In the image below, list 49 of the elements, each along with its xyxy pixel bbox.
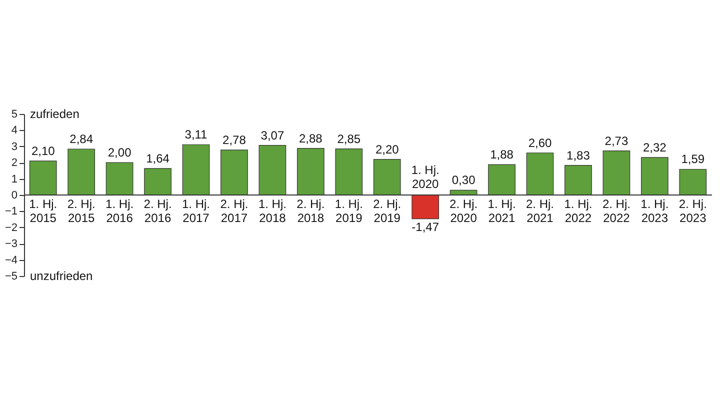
data-label: 1,59 <box>681 152 705 166</box>
y-tick-label: 2 <box>11 157 18 170</box>
data-label: 2,73 <box>604 134 628 148</box>
x-tick-label: 2. Hj. 2015 <box>67 197 96 225</box>
x-tick-label: 2. Hj. 2021 <box>526 197 554 225</box>
x-tick-label: 1. Hj. 2020 <box>411 163 440 191</box>
x-tick-label: 2. Hj. 2017 <box>220 197 248 225</box>
data-label: 2,60 <box>528 136 552 150</box>
data-label: 1,83 <box>566 148 590 162</box>
data-label: 3,11 <box>184 128 208 142</box>
x-tick-label: 1. Hj. 2017 <box>182 197 210 225</box>
x-tick-label: 1. Hj. 2023 <box>640 197 669 225</box>
x-tick-label: 2. Hj. 2019 <box>373 197 402 225</box>
x-tick-label: 2. Hj. 2023 <box>678 197 707 225</box>
data-label: 0,30 <box>452 173 476 188</box>
x-tick-label: 1. Hj. 2021 <box>488 197 516 225</box>
x-tick-label: 2. Hj. 2016 <box>144 197 172 225</box>
data-label: 2,32 <box>642 140 667 154</box>
data-label: 2,85 <box>337 132 361 146</box>
annotation: zufrieden <box>30 107 80 121</box>
x-tick-label: 1. Hj. 2016 <box>106 197 134 225</box>
y-tick-label: 3 <box>11 140 18 153</box>
data-label: -1,47 <box>412 220 440 234</box>
data-label: 2,20 <box>375 142 400 156</box>
y-tick-label: 1 <box>11 173 18 186</box>
x-tick-label: 2. Hj. 2022 <box>602 197 630 225</box>
y-tick-label: −1 <box>4 206 18 218</box>
y-tick-label: 0 <box>11 190 18 202</box>
x-tick-label: 1. Hj. 2022 <box>564 197 592 225</box>
data-label: 2,00 <box>108 146 132 160</box>
data-label: 1,64 <box>146 151 170 166</box>
data-label: 2,10 <box>31 144 56 158</box>
data-label: 2,84 <box>70 132 94 146</box>
data-label: 1,88 <box>490 148 514 162</box>
y-tick-label: −3 <box>4 238 18 250</box>
x-tick-label: 1. Hj. 2015 <box>29 197 58 225</box>
x-tick-label: 2. Hj. 2020 <box>450 197 478 225</box>
y-tick-label: −5 <box>4 270 18 282</box>
y-tick-label: −4 <box>4 254 18 266</box>
data-label: 2,78 <box>222 132 246 147</box>
x-tick-label: 2. Hj. 2018 <box>296 197 325 225</box>
x-tick-label: 1. Hj. 2019 <box>334 197 363 225</box>
data-label: 2,88 <box>298 131 323 146</box>
data-label: 3,07 <box>260 128 284 142</box>
y-tick-label: 5 <box>11 108 18 120</box>
x-tick-label: 1. Hj. 2018 <box>258 197 286 225</box>
annotation: unzufrieden <box>30 269 93 283</box>
y-tick-label: −2 <box>4 222 18 234</box>
y-tick-label: 4 <box>11 124 18 137</box>
